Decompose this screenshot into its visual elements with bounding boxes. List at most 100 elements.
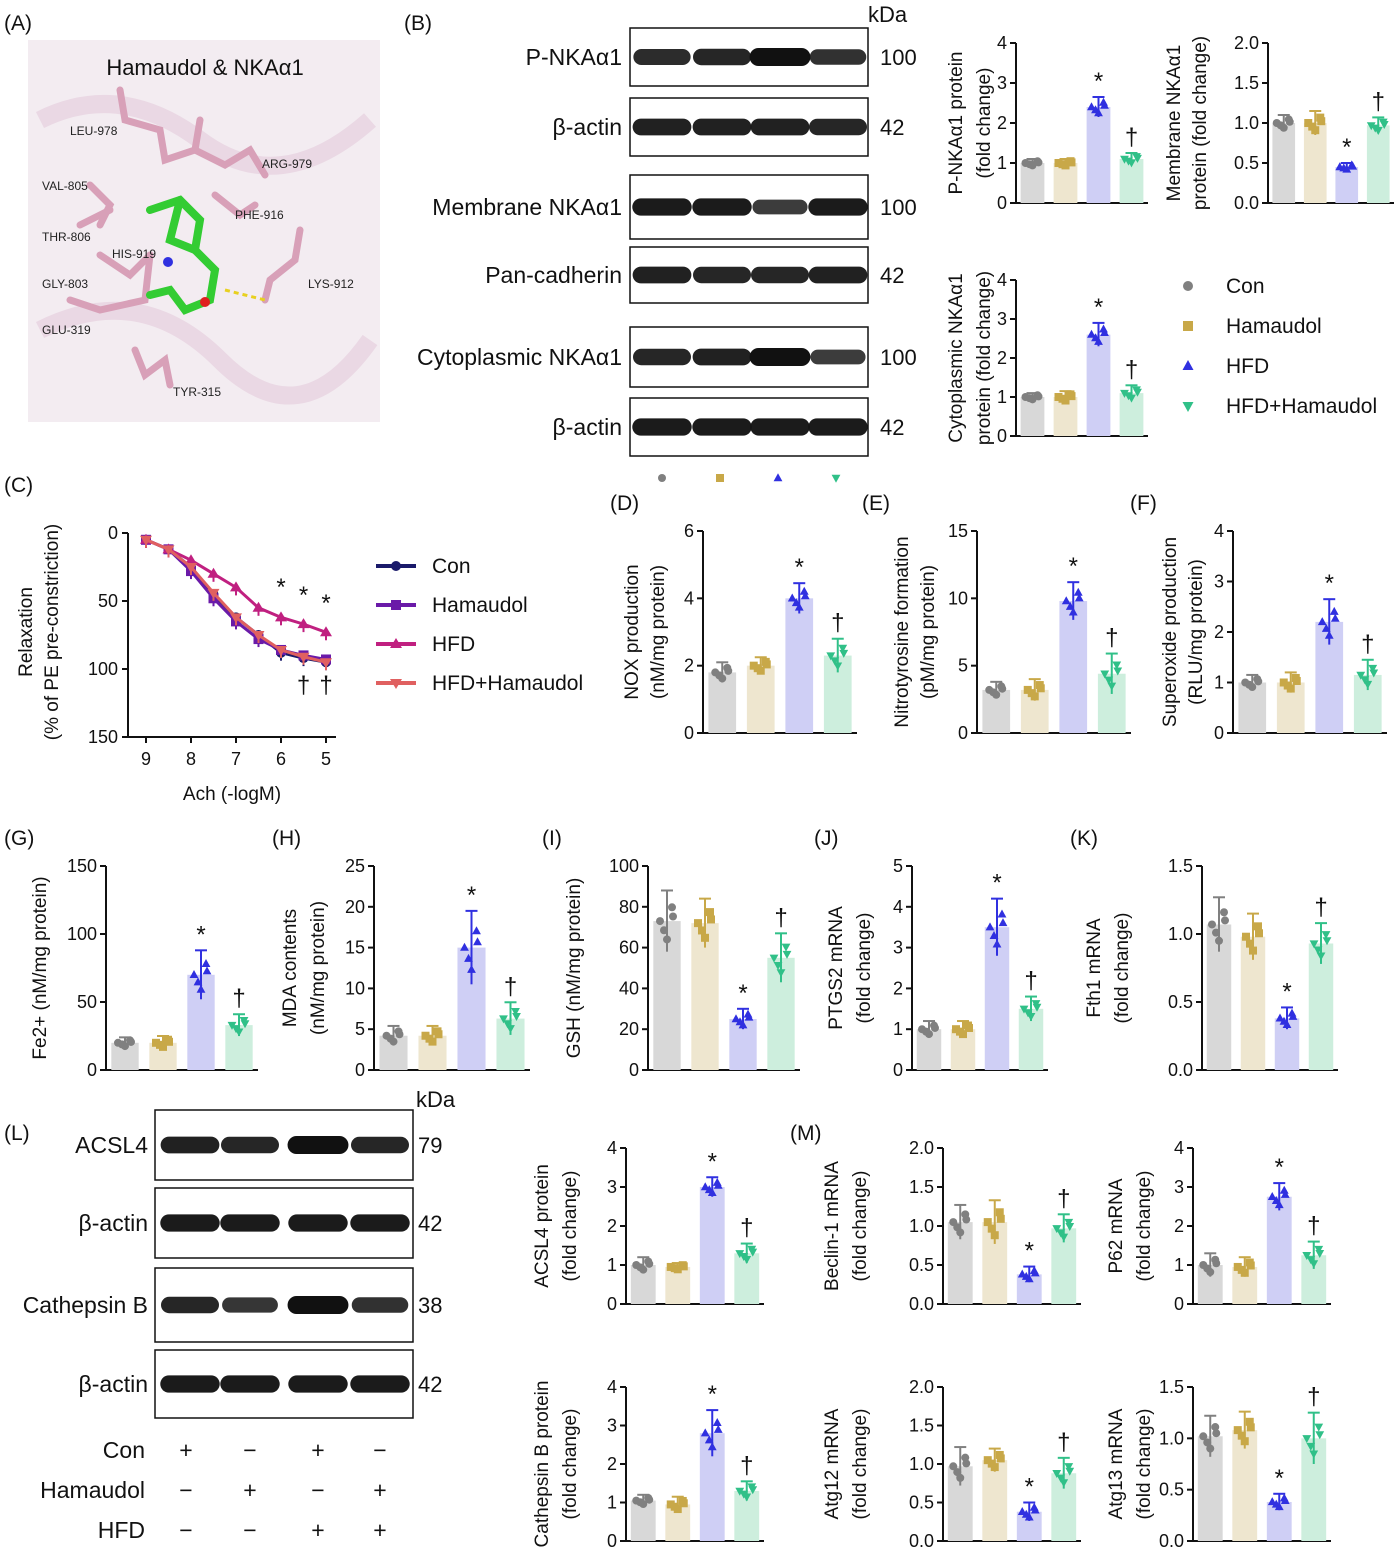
panel-l-band [220, 1214, 280, 1232]
bar-datapoint [925, 1030, 933, 1039]
bar-datapoint [1099, 97, 1108, 106]
panel-b-band [749, 48, 811, 66]
bar-datapoint [997, 909, 1007, 918]
bar-ytick-label: 3 [607, 1416, 617, 1436]
bar-ytick-label: 3 [607, 1177, 617, 1197]
bar-ytick-label: 3 [893, 938, 903, 958]
bar-chart-f: 0 1 2 3 4 Superoxide production (RLU/mg protei… [1160, 521, 1387, 743]
bar-chart-b1: 0 1 2 3 4 P-NKAα1 protein (fold change) * † [946, 33, 1148, 213]
bar-significance: * [1094, 68, 1103, 95]
bar-datapoint [992, 939, 1002, 948]
panel-b-band [693, 266, 751, 284]
bar-datapoint [511, 1008, 520, 1017]
bar-datapoint [707, 915, 715, 924]
bar-ytick-label: 60 [619, 938, 639, 958]
bar-datapoint [1064, 1463, 1074, 1472]
bar-datapoint [1112, 661, 1122, 670]
bar-datapoint [735, 1487, 745, 1496]
hydrogen-bond [224, 288, 266, 302]
bar-datapoint [668, 903, 676, 912]
bar-datapoint [1220, 908, 1228, 917]
bar-ylabel: protein (fold change) [974, 271, 995, 445]
bar-datapoint [1291, 673, 1300, 682]
bar-datapoint [985, 922, 995, 931]
bar-ytick-label: 2 [684, 656, 694, 676]
bar-hamaudol [1303, 123, 1327, 203]
docking-title: Hamaudol & NKAα1 [106, 55, 303, 80]
panel-b-blot-label: β-actin [553, 114, 622, 140]
bar-ytick-label: 15 [948, 521, 968, 541]
panel-c-star: * [299, 582, 308, 609]
bar-hfd [785, 598, 814, 733]
legend-panel-c: Con Hamaudol HFD HFD+Hamaudol [376, 555, 583, 695]
bar-datapoint [704, 1435, 714, 1444]
bar-datapoint [193, 977, 203, 986]
panel-b-blot-kda: 42 [880, 415, 904, 440]
bar-con [1272, 123, 1296, 203]
panel-b-blot-label: Cytoplasmic NKAα1 [417, 344, 622, 370]
bar-ylabel: P62 mRNA [1106, 1178, 1127, 1273]
bar-significance: * [1342, 134, 1351, 161]
bar-datapoint [961, 1210, 970, 1219]
bar-datapoint [787, 593, 797, 602]
panel-b-band [693, 48, 751, 66]
bar-ytick-label: 1.5 [909, 1416, 934, 1436]
bar-datapoint [694, 919, 702, 928]
bar-datapoint [995, 1450, 1004, 1459]
panel-l-blot-label: Cathepsin B [23, 1292, 148, 1318]
bar-ylabel: (fold change) [1112, 913, 1133, 1024]
bar-datapoint [1302, 1435, 1312, 1444]
bar-ylabel: (fold change) [850, 1171, 871, 1282]
panel-label-d: (D) [610, 492, 639, 515]
bar-ytick-label: 2 [607, 1216, 617, 1236]
bar-ylabel: PTGS2 mRNA [826, 906, 847, 1030]
bar-significance: † [504, 973, 517, 1000]
panel-b-band [809, 118, 867, 136]
bar-ytick-label: 15 [345, 938, 365, 958]
bar-significance: † [1307, 1213, 1320, 1240]
bar-ytick-label: 2 [997, 113, 1007, 133]
bar-ytick-label: 100 [67, 924, 97, 944]
bar-datapoint [1317, 617, 1327, 626]
bar-datapoint [1242, 932, 1250, 941]
bar-ytick-label: 0.5 [909, 1493, 934, 1513]
bar-datapoint [1052, 1225, 1062, 1234]
panel-l-blots: kDa ACSL4 79 β-actin 42 Cathepsin B 38 β-actin… [23, 1087, 456, 1419]
bar-ytick-label: 2 [607, 1454, 617, 1474]
bar-datapoint [1127, 394, 1136, 403]
bar-ytick-label: 0 [958, 723, 968, 743]
bar-datapoint [769, 954, 779, 963]
bar-datapoint [742, 1493, 752, 1502]
bar-significance: † [1314, 894, 1327, 921]
bar-ytick-label: 0.0 [1234, 193, 1259, 213]
bar-datapoint [1302, 1252, 1312, 1261]
bar-hfd-hamaudol [1308, 943, 1334, 1070]
bar-significance: * [1025, 1474, 1034, 1501]
bar-datapoint [673, 1265, 682, 1274]
panel-c-point [320, 626, 332, 637]
bar-datapoint [1056, 1474, 1066, 1483]
panel-b-band [633, 49, 691, 65]
bar-datapoint [1059, 1479, 1069, 1488]
panel-c-point [162, 545, 175, 556]
bar-datapoint [1378, 118, 1388, 127]
bar-chart-g: 0 50 100 150 Fe2+ (nM/mg protein) * † [30, 856, 258, 1080]
panel-c-point [297, 618, 310, 629]
panel-l-band [160, 1136, 220, 1154]
panel-b-blot-label: Membrane NKAα1 [432, 194, 622, 220]
bar-datapoint [1284, 115, 1293, 124]
bar-ytick-label: 4 [1214, 521, 1224, 541]
panel-b-lane-marker [831, 474, 841, 483]
bar-datapoint [1052, 1470, 1062, 1479]
panel-c-dagger: † [319, 672, 332, 699]
panel-l-band [160, 1375, 220, 1393]
panel-c-xtick-label: 5 [321, 749, 331, 769]
legend-b-entry: Hamaudol [1226, 315, 1322, 338]
bar-datapoint [1286, 684, 1295, 693]
bar-datapoint [239, 1017, 249, 1026]
bar-datapoint [1029, 1502, 1039, 1511]
panel-c-point [185, 563, 197, 573]
panel-c-point [140, 535, 152, 546]
bar-ylabel: Cytoplasmic NKAα1 [946, 273, 967, 442]
bar-datapoint [1280, 1189, 1290, 1198]
